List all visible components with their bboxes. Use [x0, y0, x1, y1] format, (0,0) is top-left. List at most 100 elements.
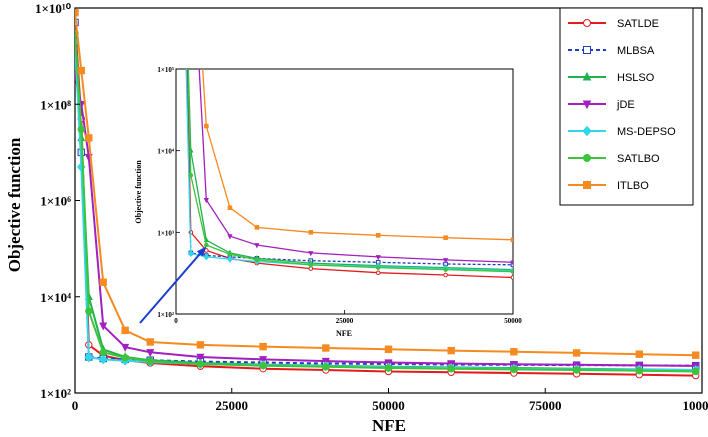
legend-marker: [583, 46, 591, 54]
inset-data-point: [254, 225, 260, 230]
inset-series-line: [198, 69, 513, 263]
inset-series-satlbo: [187, 69, 513, 274]
inset-series-jde: [198, 69, 513, 266]
data-point: [322, 363, 330, 371]
legend-marker: [583, 19, 591, 27]
legend-marker: [582, 71, 592, 81]
inset-data-point: [308, 262, 314, 268]
data-point: [259, 361, 267, 370]
inset-data-point: [204, 123, 209, 129]
legend-label: ITLBO: [617, 180, 649, 192]
legend-item-satlde: SATLDE: [568, 18, 659, 30]
x-tick-label: 25000: [216, 398, 249, 413]
legend-label: SATLBO: [617, 153, 660, 165]
y-tick-label: 1×10⁸: [40, 97, 71, 112]
legend-item-mlbsa: MLBSA: [568, 45, 655, 57]
data-point: [196, 360, 205, 368]
legend-marker: [582, 100, 592, 110]
legend-item-hslso: HSLSO: [568, 71, 655, 84]
inset-data-point: [254, 243, 260, 249]
data-point: [77, 125, 85, 134]
inset-y-tick-label: 1×10⁴: [157, 148, 174, 156]
data-point: [84, 352, 94, 363]
inset-x-tick-label: 50000: [504, 317, 522, 325]
data-point: [572, 366, 581, 374]
x-tick-label: 100000: [683, 398, 708, 413]
inset-data-point: [375, 265, 381, 270]
data-point: [510, 348, 518, 356]
legend-label: SATLDE: [617, 18, 659, 30]
legend-marker: [583, 154, 591, 162]
inset-y-tick-label: 1×10⁵: [157, 66, 174, 74]
inset-series-line: [187, 69, 513, 273]
data-point: [121, 343, 130, 352]
data-point: [259, 342, 267, 351]
inset-plot-area: [175, 68, 514, 315]
data-point: [121, 354, 129, 362]
data-point: [85, 307, 93, 315]
legend-box: [559, 7, 694, 206]
inset-data-point: [510, 262, 513, 268]
inset-data-point: [375, 255, 381, 261]
inset-x-axis-title: NFE: [336, 329, 352, 338]
series-satlbo: [75, 29, 700, 376]
data-point: [99, 278, 107, 286]
y-tick-label: 1×10²: [40, 386, 71, 401]
inset-chart: 0 25000 50000 1×10² 1×10³ 1×10⁴ 1×10⁵ NFE Obje…: [134, 66, 522, 338]
inset-data-point: [443, 235, 448, 240]
inset-data-point: [227, 251, 233, 257]
data-point: [146, 357, 154, 365]
inset-data-point: [226, 255, 233, 263]
data-point: [572, 349, 581, 357]
data-point: [99, 322, 108, 331]
inset-series-line: [202, 69, 513, 241]
data-point: [384, 364, 393, 372]
legend-label: HSLSO: [617, 72, 655, 84]
inset-y-tick-label: 1×10²: [157, 311, 174, 319]
legend-item-ms-depso: MS-DEPSO: [568, 125, 676, 138]
inset-series-line: [185, 69, 513, 272]
data-point: [384, 345, 393, 353]
legend-item-satlbo: SATLBO: [568, 153, 660, 165]
data-point: [98, 354, 108, 365]
inset-data-point: [227, 205, 233, 211]
data-point: [322, 344, 330, 352]
data-point: [196, 341, 205, 349]
inset-y-axis-title: Objective function: [134, 160, 143, 224]
x-axis-title: NFE: [372, 416, 406, 435]
inset-data-point: [510, 237, 513, 243]
inset-data-point: [227, 234, 233, 240]
data-point: [447, 346, 455, 355]
inset-data-point: [442, 258, 449, 264]
inset-data-point: [510, 275, 513, 280]
inset-series-line: [187, 69, 513, 271]
data-point: [447, 364, 455, 373]
x-tick-label: 75000: [529, 398, 562, 413]
legend-label: jDE: [616, 99, 635, 111]
y-tick-label: 1×10¹⁰: [35, 1, 72, 16]
x-tick-label: 50000: [372, 398, 405, 413]
data-point: [75, 8, 79, 17]
y-axis-title: Objective function: [5, 137, 24, 272]
data-point: [635, 367, 643, 375]
inset-data-point: [308, 230, 314, 235]
data-point: [146, 338, 154, 346]
data-point: [692, 351, 700, 359]
inset-data-point: [204, 242, 209, 248]
inset-data-point: [510, 260, 513, 266]
legend: SATLDE MLBSA HSLSO jDE MS-DEPSO SATLBO ITLBO: [559, 7, 694, 206]
data-point: [77, 66, 85, 75]
data-point: [196, 353, 205, 362]
legend-item-jde: jDE: [568, 99, 635, 111]
legend-marker: [582, 125, 592, 137]
inset-x-tick-label: 25000: [336, 317, 354, 325]
inset-data-point: [443, 272, 448, 278]
x-tick-label: 0: [72, 398, 79, 413]
inset-data-point: [203, 198, 209, 204]
y-tick-label: 1×10⁴: [40, 290, 71, 305]
inset-data-point: [443, 267, 448, 272]
zoom-arrow: [139, 246, 207, 324]
inset-series-itlbo: [202, 69, 513, 243]
legend-label: MS-DEPSO: [617, 126, 676, 138]
